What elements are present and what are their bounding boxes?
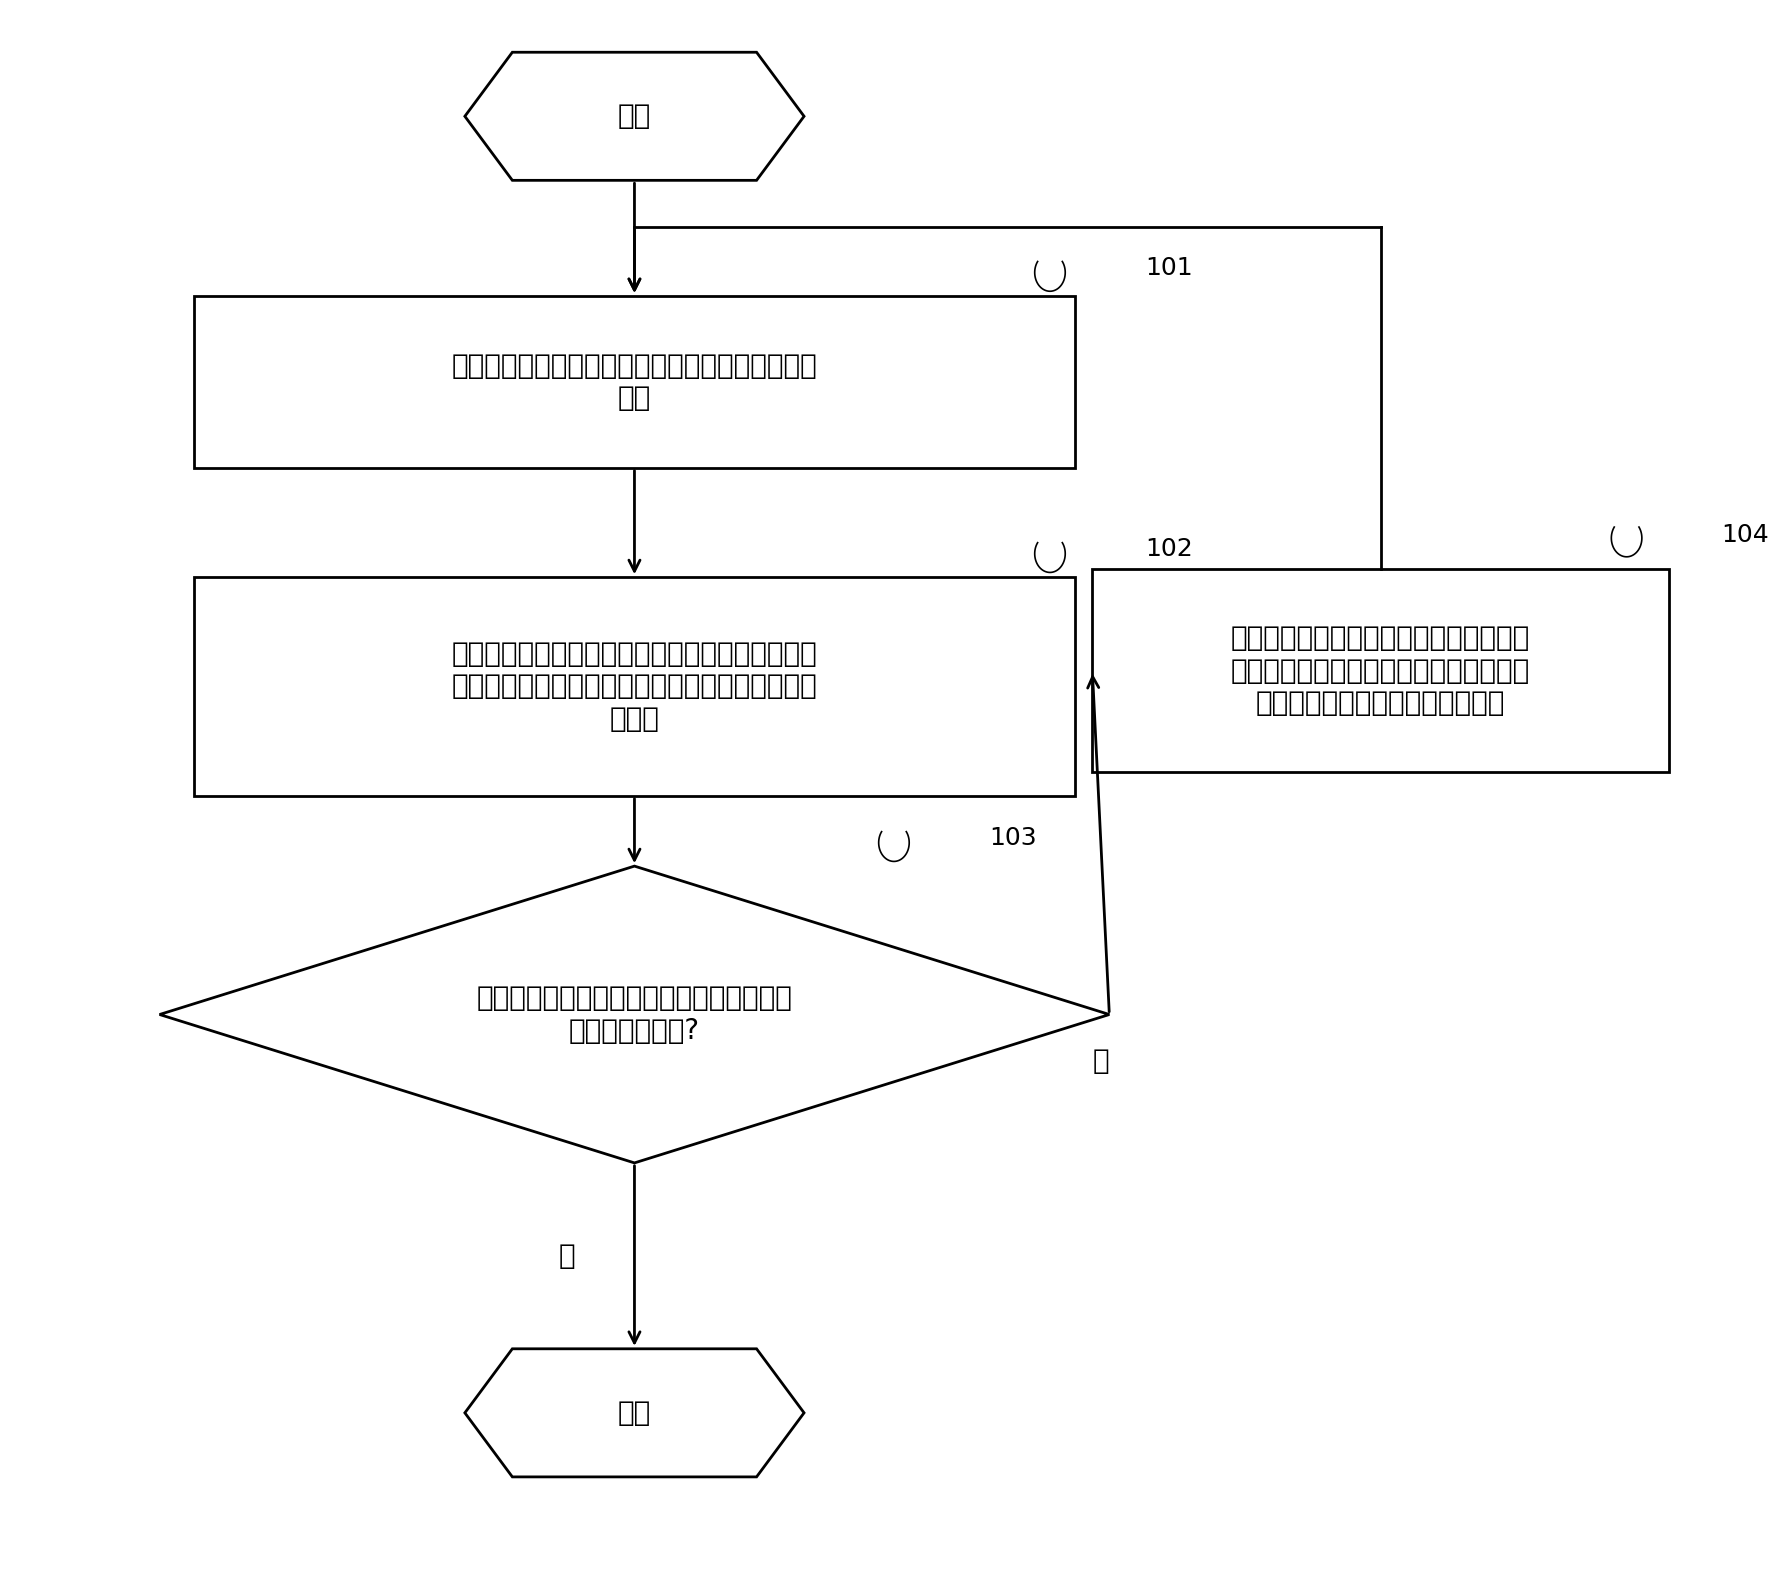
Polygon shape (465, 1349, 804, 1477)
Text: 获取图像采集装置采集到工程机械的作业点的图像
样本: 获取图像采集装置采集到工程机械的作业点的图像 样本 (451, 351, 817, 411)
Text: 101: 101 (1146, 255, 1192, 281)
Polygon shape (159, 867, 1109, 1163)
Text: 是: 是 (559, 1242, 575, 1270)
Text: 开始: 开始 (617, 102, 651, 131)
Bar (1093, 569, 1669, 772)
Text: 104: 104 (1722, 523, 1768, 547)
Bar (193, 577, 1075, 796)
Bar (193, 296, 1075, 468)
Text: 对获取的图像样本进行图像处理，分别确定图像样
本中第一侧区域的第一明暗度和第二侧区域的第二
明暗度: 对获取的图像样本进行图像处理，分别确定图像样 本中第一侧区域的第一明暗度和第二侧… (451, 640, 817, 733)
Text: 102: 102 (1146, 537, 1193, 561)
Text: 否: 否 (1093, 1048, 1109, 1075)
Text: 根据第一明暗度与第二明暗度之间的差值
确定控制参数下发给操作装置，使得操作
装置根据控制参数控制远光灯转动: 根据第一明暗度与第二明暗度之间的差值 确定控制参数下发给操作装置，使得操作 装置… (1231, 624, 1531, 717)
Polygon shape (465, 52, 804, 180)
Text: 结束: 结束 (617, 1399, 651, 1426)
Text: 判断第一明暗度与第二明暗度之间的差值是
否在设定范围内?: 判断第一明暗度与第二明暗度之间的差值是 否在设定范围内? (477, 985, 792, 1045)
Text: 103: 103 (988, 826, 1036, 849)
